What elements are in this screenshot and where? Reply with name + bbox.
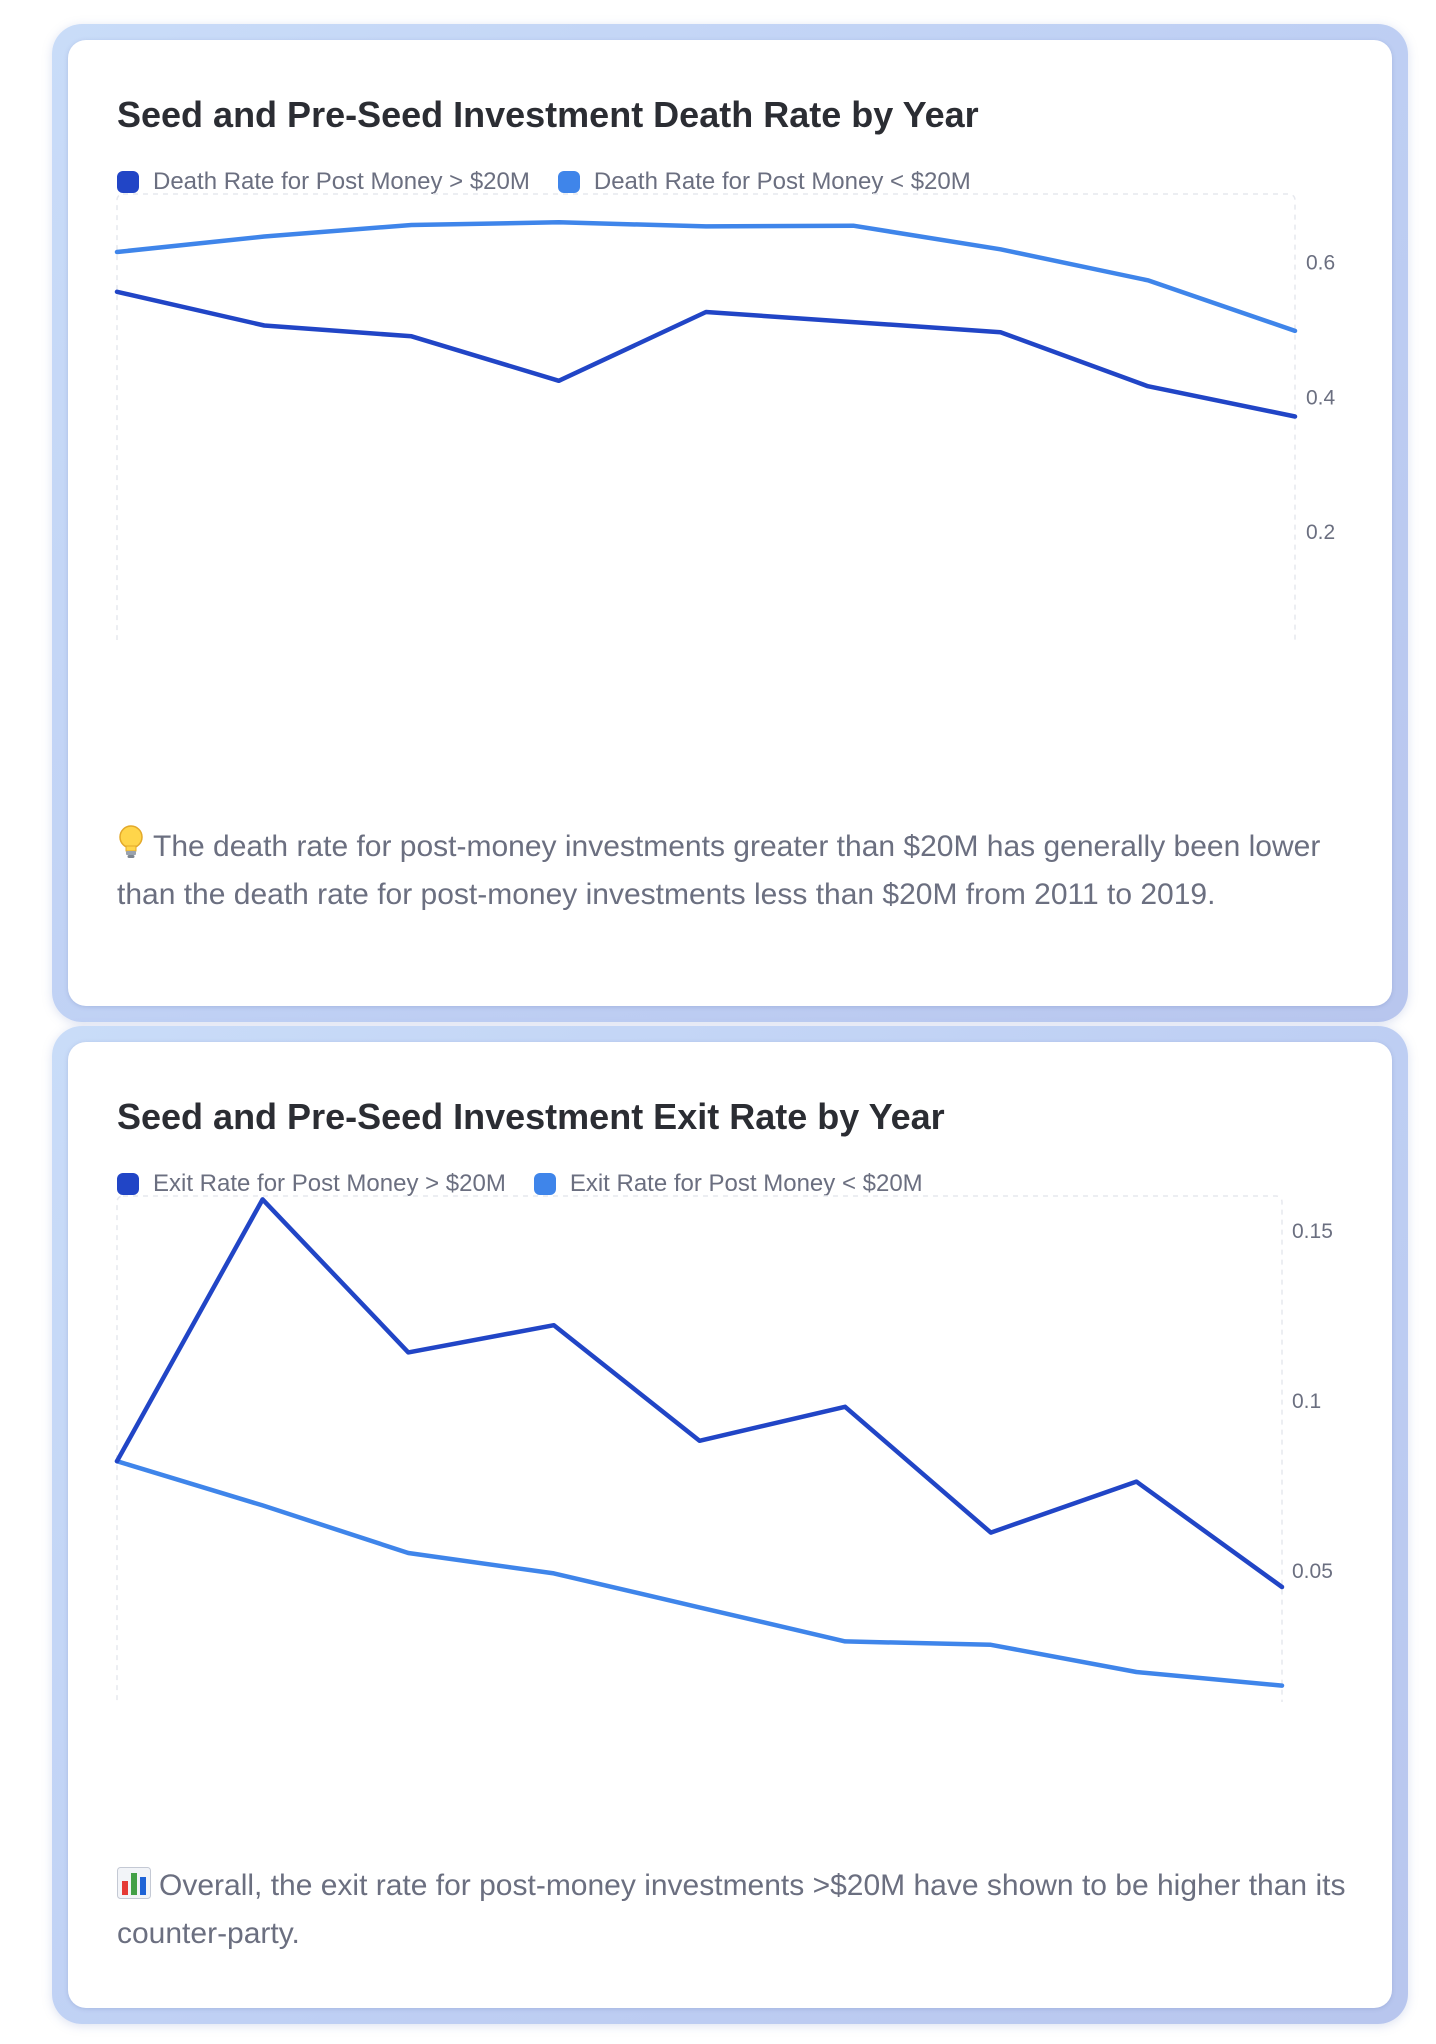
insight-text-block: Overall, the exit rate for post-money in…	[117, 1864, 1347, 1956]
y-tick-label: 0.2	[1306, 521, 1335, 544]
data-point-series-2-2013[interactable]	[401, 1546, 415, 1560]
data-point-series-1-2017[interactable]	[984, 1526, 998, 1540]
legend-label: Exit Rate for Post Money < $20M	[569, 1170, 923, 1197]
data-point-series-2-2012[interactable]	[256, 1498, 270, 1512]
data-point-series-1-2017[interactable]	[994, 325, 1008, 339]
legend-label: Death Rate for Post Money > $20M	[153, 168, 530, 195]
y-tick-label: 0.15	[1292, 1220, 1333, 1243]
data-point-series-2-2016[interactable]	[838, 1634, 852, 1648]
y-tick-label: 0.4	[1306, 386, 1336, 409]
death-rate-card-frame: Seed and Pre-Seed Investment Death Rate …	[52, 24, 1408, 1022]
data-point-series-1-2015[interactable]	[699, 305, 713, 319]
chart-legend: Death Rate for Post Money > $20M Death R…	[117, 168, 971, 196]
data-point-series-2-2018[interactable]	[1141, 273, 1155, 287]
data-point-series-2-2015[interactable]	[693, 1600, 707, 1614]
exit-rate-card: Seed and Pre-Seed Investment Exit Rate b…	[68, 1042, 1392, 2008]
data-point-series-1-2012[interactable]	[256, 1192, 270, 1206]
legend-label: Exit Rate for Post Money > $20M	[153, 1170, 506, 1197]
plot-area-border	[116, 1195, 1283, 1702]
plot-area-border	[116, 193, 1296, 640]
data-point-series-2-2014[interactable]	[552, 215, 566, 229]
data-point-series-2-2016[interactable]	[846, 219, 860, 233]
legend-swatch-dark	[117, 1173, 139, 1195]
data-point-series-1-2013[interactable]	[405, 329, 419, 343]
data-point-series-2-2011[interactable]	[110, 245, 124, 259]
legend-swatch-light	[557, 171, 580, 193]
series-line-2[interactable]	[114, 220, 1298, 334]
chart-legend: Exit Rate for Post Money > $20M Exit Rat…	[117, 1170, 923, 1198]
bar-chart-icon	[117, 1867, 151, 1912]
series-line-1[interactable]	[114, 1197, 1285, 1590]
series-line-1[interactable]	[114, 289, 1298, 419]
chart-title: Seed and Pre-Seed Investment Death Rate …	[117, 94, 979, 135]
data-point-series-2-2017[interactable]	[984, 1638, 998, 1652]
data-point-series-2-2017[interactable]	[994, 242, 1008, 256]
exit-rate-line-chart: 00.050.10.152011201220132014201520162017…	[110, 1192, 1333, 1702]
legend-label: Death Rate for Post Money < $20M	[593, 168, 971, 195]
death-rate-card: Seed and Pre-Seed Investment Death Rate …	[68, 40, 1392, 1006]
data-point-series-1-2012[interactable]	[257, 318, 271, 332]
legend-swatch-dark	[117, 171, 139, 193]
data-point-series-2-2015[interactable]	[699, 219, 713, 233]
y-tick-label: 0.05	[1292, 1560, 1333, 1583]
data-point-series-1-2016[interactable]	[838, 1400, 852, 1414]
insight-text-block: The death rate for post-money investment…	[117, 824, 1347, 917]
legend-item-series-1[interactable]: Exit Rate for Post Money > $20M	[117, 1170, 506, 1198]
data-point-series-1-2011[interactable]	[110, 1454, 124, 1468]
data-point-series-1-2013[interactable]	[401, 1345, 415, 1359]
y-tick-label: 0.6	[1306, 251, 1335, 274]
legend-item-series-2[interactable]: Death Rate for Post Money < $20M	[557, 168, 971, 196]
data-point-series-2-2019[interactable]	[1288, 324, 1302, 338]
data-point-series-1-2014[interactable]	[547, 1318, 561, 1332]
legend-swatch-light	[533, 1173, 556, 1195]
data-point-series-1-2014[interactable]	[552, 374, 566, 388]
data-point-series-2-2019[interactable]	[1275, 1679, 1289, 1693]
data-point-series-1-2019[interactable]	[1275, 1580, 1289, 1594]
data-point-series-1-2016[interactable]	[846, 315, 860, 329]
chart-title: Seed and Pre-Seed Investment Exit Rate b…	[117, 1096, 945, 1137]
data-point-series-1-2015[interactable]	[693, 1434, 707, 1448]
insight-text: Overall, the exit rate for post-money in…	[117, 1869, 1346, 1950]
data-point-series-2-2018[interactable]	[1129, 1665, 1143, 1679]
death-rate-line-chart: 00.20.40.6201120122013201420152016201720…	[110, 193, 1336, 640]
lightbulb-icon	[117, 824, 145, 873]
insight-text: The death rate for post-money investment…	[117, 830, 1321, 911]
legend-item-series-1[interactable]: Death Rate for Post Money > $20M	[117, 168, 530, 196]
series-line-2[interactable]	[114, 1458, 1285, 1688]
data-point-series-2-2014[interactable]	[547, 1566, 561, 1580]
exit-rate-card-frame: Seed and Pre-Seed Investment Exit Rate b…	[52, 1026, 1408, 2024]
data-point-series-1-2018[interactable]	[1129, 1475, 1143, 1489]
legend-item-series-2[interactable]: Exit Rate for Post Money < $20M	[533, 1170, 923, 1198]
data-point-series-2-2012[interactable]	[257, 229, 271, 243]
data-point-series-1-2019[interactable]	[1288, 410, 1302, 424]
data-point-series-1-2018[interactable]	[1141, 379, 1155, 393]
data-point-series-1-2011[interactable]	[110, 285, 124, 299]
y-tick-label: 0.1	[1292, 1390, 1321, 1413]
data-point-series-2-2013[interactable]	[405, 218, 419, 232]
